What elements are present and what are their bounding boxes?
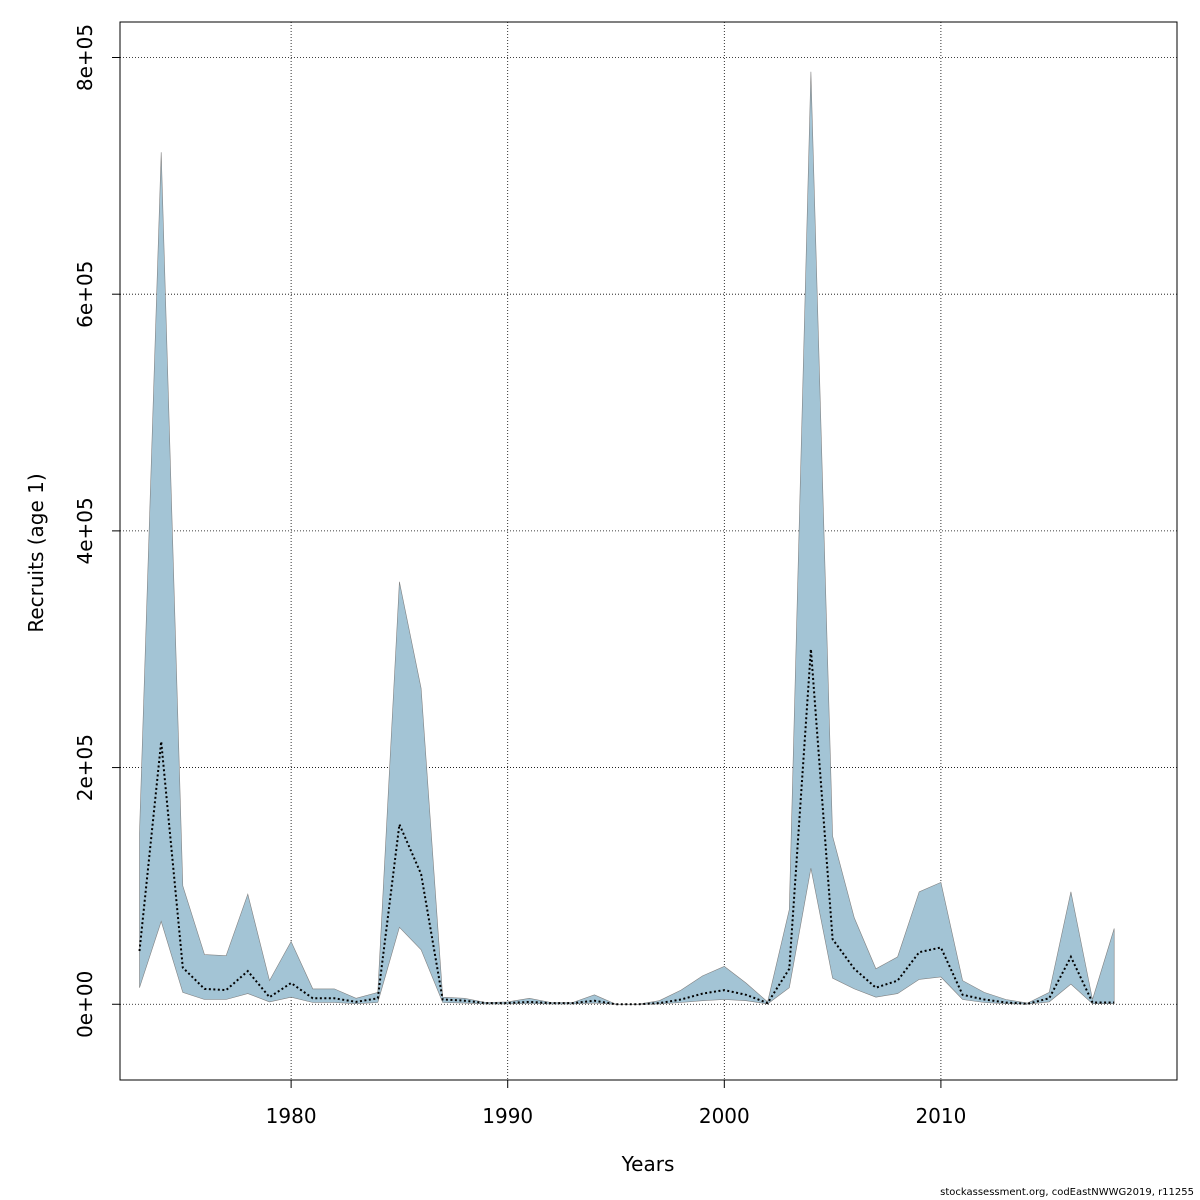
x-axis: 1980 1990 2000 2010 xyxy=(266,1080,966,1128)
y-tick-label: 4e+05 xyxy=(73,497,97,564)
grid xyxy=(120,22,1177,1080)
y-tick-label: 8e+05 xyxy=(73,24,97,91)
y-axis-title: Recruits (age 1) xyxy=(24,473,48,632)
y-tick-label: 0e+00 xyxy=(73,971,97,1038)
footer-credit: stockassessment.org, codEastNWWG2019, r1… xyxy=(940,1187,1194,1198)
y-tick-label: 6e+05 xyxy=(73,261,97,328)
y-tick-label: 2e+05 xyxy=(73,734,97,801)
x-tick-label: 1980 xyxy=(266,1104,317,1128)
y-axis: 0e+00 2e+05 4e+05 6e+05 8e+05 xyxy=(73,24,120,1038)
median-line xyxy=(138,649,1115,1006)
plot-frame xyxy=(119,21,1178,1081)
x-tick-label: 2010 xyxy=(915,1104,966,1128)
x-tick-label: 1990 xyxy=(482,1104,533,1128)
x-axis-title: Years xyxy=(621,1152,675,1176)
x-tick-label: 2000 xyxy=(699,1104,750,1128)
confidence-band xyxy=(139,71,1115,1005)
